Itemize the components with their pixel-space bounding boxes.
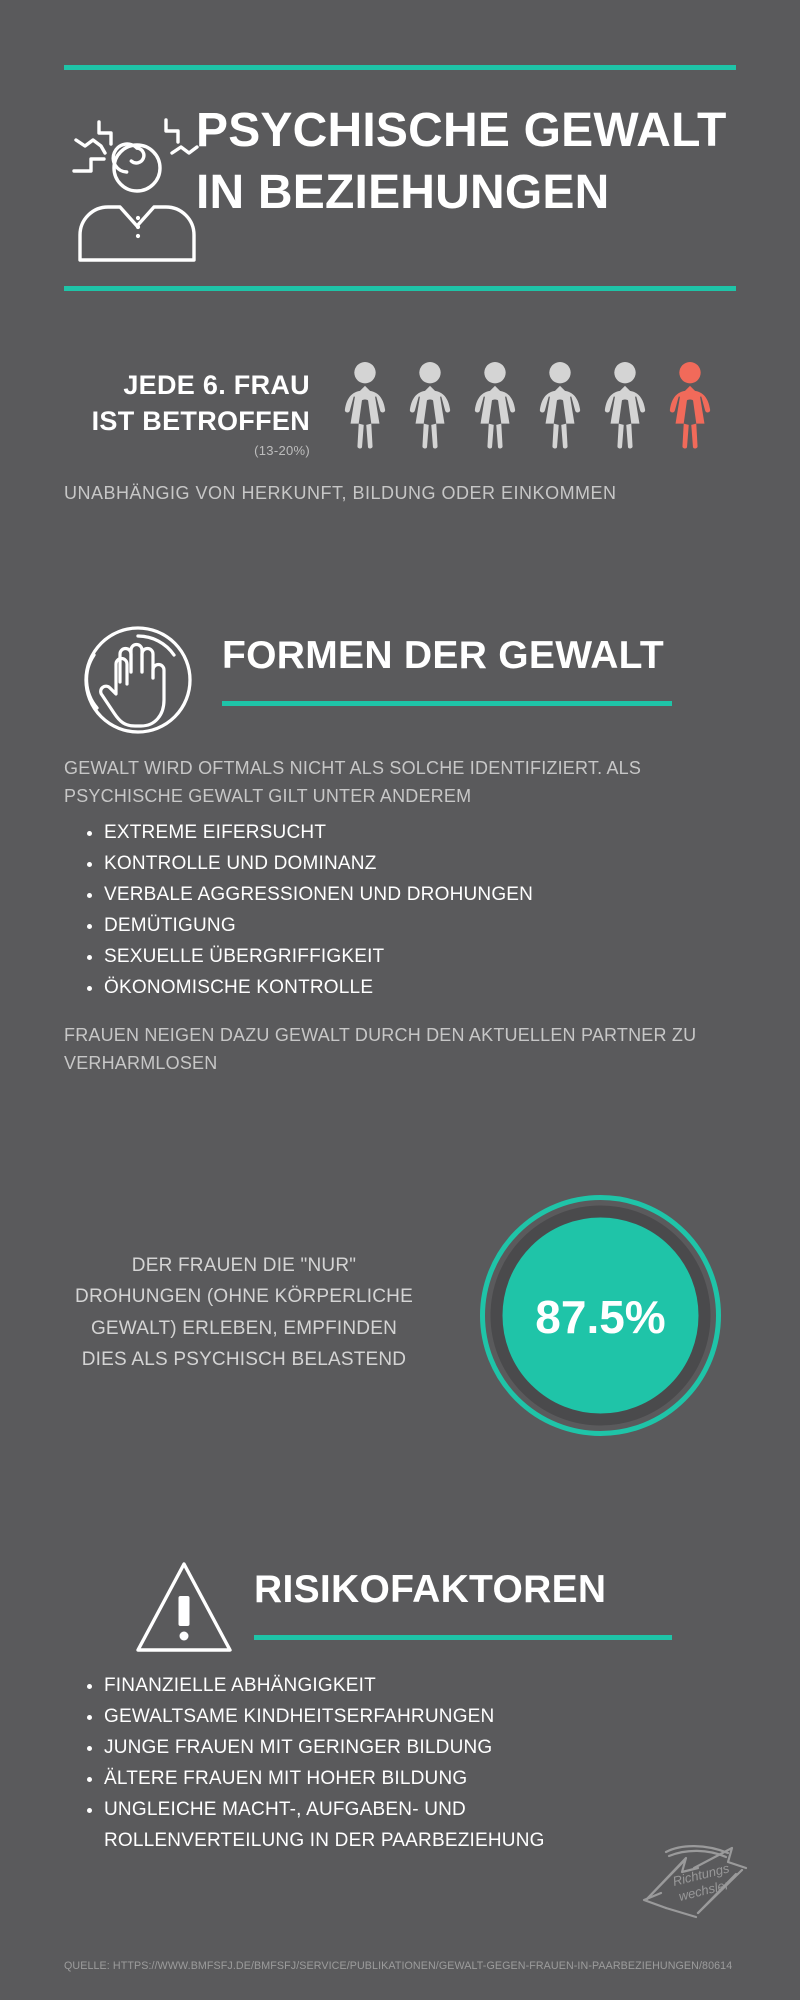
svg-text:87.5%: 87.5% xyxy=(535,1291,665,1343)
